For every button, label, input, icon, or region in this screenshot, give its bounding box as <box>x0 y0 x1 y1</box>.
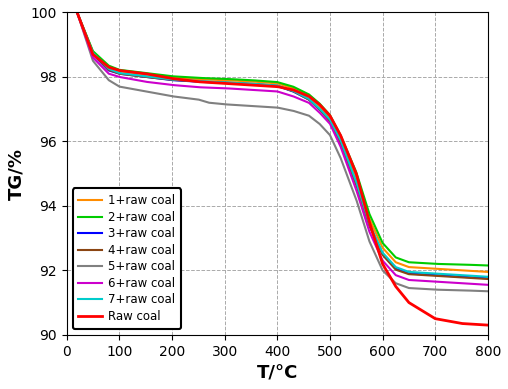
Legend: 1+raw coal, 2+raw coal, 3+raw coal, 4+raw coal, 5+raw coal, 6+raw coal, 7+raw co: 1+raw coal, 2+raw coal, 3+raw coal, 4+ra… <box>73 188 181 329</box>
Raw coal <box>485 323 491 328</box>
5+raw coal <box>402 284 408 289</box>
5+raw coal <box>240 103 246 108</box>
7+raw coal <box>74 10 80 15</box>
6+raw coal <box>74 10 80 15</box>
5+raw coal <box>255 104 261 109</box>
2+raw coal <box>74 10 80 15</box>
4+raw coal <box>485 277 491 281</box>
2+raw coal <box>402 258 408 263</box>
7+raw coal <box>255 82 261 86</box>
Raw coal <box>240 82 246 87</box>
6+raw coal <box>394 273 400 278</box>
Raw coal <box>356 182 362 187</box>
3+raw coal <box>255 82 261 87</box>
Raw coal <box>74 10 80 15</box>
6+raw coal <box>485 282 491 287</box>
3+raw coal <box>402 270 408 274</box>
6+raw coal <box>116 75 122 79</box>
6+raw coal <box>255 88 261 93</box>
5+raw coal <box>485 289 491 294</box>
4+raw coal <box>240 81 246 86</box>
6+raw coal <box>240 87 246 92</box>
7+raw coal <box>402 268 408 273</box>
5+raw coal <box>116 84 122 89</box>
Line: 7+raw coal: 7+raw coal <box>77 12 488 277</box>
3+raw coal <box>116 71 122 76</box>
2+raw coal <box>394 256 400 260</box>
5+raw coal <box>394 282 400 286</box>
1+raw coal <box>116 69 122 74</box>
Raw coal <box>402 295 408 300</box>
3+raw coal <box>485 276 491 281</box>
4+raw coal <box>116 71 122 76</box>
4+raw coal <box>356 192 362 196</box>
5+raw coal <box>74 10 80 15</box>
7+raw coal <box>485 274 491 279</box>
3+raw coal <box>356 190 362 195</box>
7+raw coal <box>394 265 400 270</box>
1+raw coal <box>74 10 80 15</box>
Line: 3+raw coal: 3+raw coal <box>77 12 488 279</box>
1+raw coal <box>485 270 491 274</box>
Raw coal <box>116 68 122 73</box>
Line: 1+raw coal: 1+raw coal <box>77 12 488 272</box>
3+raw coal <box>240 81 246 86</box>
Line: Raw coal: Raw coal <box>77 12 488 325</box>
6+raw coal <box>356 197 362 202</box>
3+raw coal <box>74 10 80 15</box>
1+raw coal <box>356 184 362 189</box>
Y-axis label: TG/%: TG/% <box>7 147 25 200</box>
1+raw coal <box>240 79 246 83</box>
7+raw coal <box>356 189 362 193</box>
2+raw coal <box>255 78 261 83</box>
5+raw coal <box>356 207 362 211</box>
X-axis label: T/°C: T/°C <box>257 364 298 382</box>
2+raw coal <box>116 67 122 72</box>
2+raw coal <box>356 179 362 184</box>
2+raw coal <box>240 77 246 82</box>
3+raw coal <box>394 267 400 272</box>
4+raw coal <box>402 270 408 275</box>
1+raw coal <box>255 80 261 84</box>
Raw coal <box>255 83 261 88</box>
2+raw coal <box>485 263 491 268</box>
4+raw coal <box>255 82 261 86</box>
1+raw coal <box>402 263 408 268</box>
Raw coal <box>394 286 400 291</box>
Line: 2+raw coal: 2+raw coal <box>77 12 488 265</box>
6+raw coal <box>402 276 408 281</box>
4+raw coal <box>394 268 400 273</box>
Line: 5+raw coal: 5+raw coal <box>77 12 488 291</box>
Line: 4+raw coal: 4+raw coal <box>77 12 488 279</box>
Line: 6+raw coal: 6+raw coal <box>77 12 488 285</box>
7+raw coal <box>116 71 122 75</box>
7+raw coal <box>240 81 246 86</box>
1+raw coal <box>394 261 400 265</box>
4+raw coal <box>74 10 80 15</box>
